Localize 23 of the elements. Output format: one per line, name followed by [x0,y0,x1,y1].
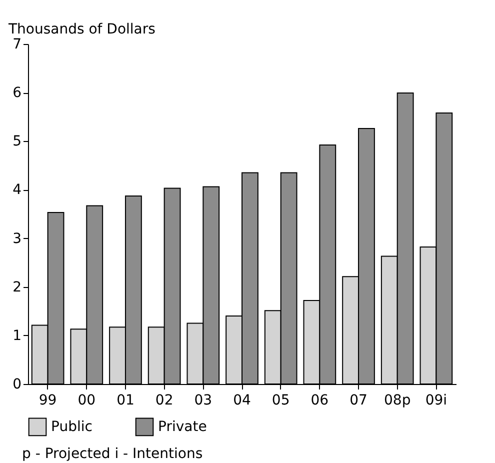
x-tick-label: 00 [78,392,96,408]
x-tick-label: 06 [310,392,329,408]
x-tick-label: 04 [233,392,251,408]
y-tick-label: 4 [12,182,22,198]
y-tick-label: 2 [12,279,22,296]
x-tick-label: 05 [272,392,290,408]
y-tick-label: 5 [12,134,22,150]
x-tick-label: 07 [350,392,368,408]
y-tick-label: 6 [12,85,22,102]
legend-label: Private [158,418,207,435]
y-axis-title: Thousands of Dollars [8,22,156,38]
text: p - Projected i - Intentions [22,446,204,462]
y-tick-label: 0 [12,376,22,392]
y-tick-label: 1 [12,328,22,344]
y-tick-label: 3 [12,230,22,247]
x-tick-label: 99 [38,392,57,408]
x-tick-label: 03 [194,392,212,408]
x-tick-label: 08p [384,392,411,408]
x-tick-label: 09i [425,392,448,408]
legend-label: Public [51,418,92,435]
y-tick-label: 7 [12,36,22,52]
x-tick-label: 01 [116,392,134,408]
x-tick-label: 02 [155,392,174,408]
